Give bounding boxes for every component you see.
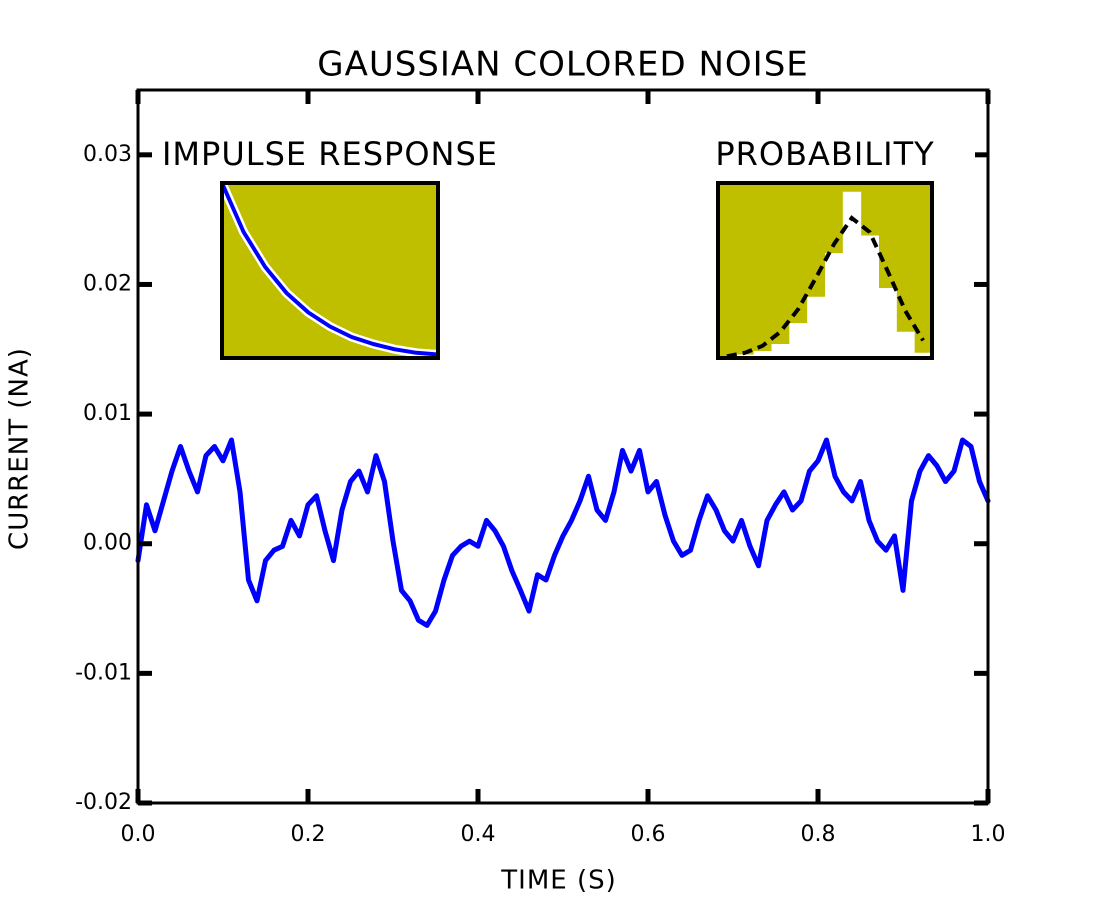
histogram-bar [753, 351, 772, 358]
inset-frame [220, 181, 440, 360]
inset-frame [716, 181, 934, 360]
y-tick-label: 0.03 [83, 142, 132, 167]
fit-line [726, 215, 925, 359]
inset-title-backdrop [180, 137, 480, 177]
line [220, 181, 440, 357]
axes-frame [136, 88, 990, 805]
inset-title: IMPULSE RESPONSE [162, 135, 498, 173]
histogram-bar [860, 235, 879, 358]
y-tick-label: -0.02 [75, 790, 132, 815]
y-tick-label: -0.01 [75, 660, 132, 685]
line [135, 437, 991, 628]
histogram-bar [842, 191, 862, 358]
inset-title: PROBABILITY [715, 135, 934, 173]
inset-title-backdrop [675, 137, 975, 177]
histogram-bar [807, 296, 826, 358]
x-tick-label: 1.0 [971, 822, 1006, 847]
y-tick-label: 0.00 [83, 531, 132, 556]
inset-background [222, 183, 438, 358]
x-tick-label: 0.0 [121, 822, 156, 847]
histogram-bar [789, 323, 808, 358]
histogram-bar [825, 253, 844, 358]
chart-title: GAUSSIAN COLORED NOISE [317, 45, 809, 85]
y-tick-label: 0.01 [83, 401, 132, 426]
x-tick-label: 0.6 [631, 822, 666, 847]
histogram-bar [878, 288, 897, 358]
histogram-bar [771, 344, 790, 358]
histogram-bar [914, 352, 933, 358]
x-tick-label: 0.8 [801, 822, 836, 847]
x-axis-label: TIME (S) [500, 866, 616, 896]
y-tick-label: 0.02 [83, 271, 132, 296]
x-tick-label: 0.2 [291, 822, 326, 847]
histogram-bar [896, 331, 915, 358]
x-tick-label: 0.4 [461, 822, 496, 847]
y-axis-label: CURRENT (NA) [5, 347, 35, 550]
